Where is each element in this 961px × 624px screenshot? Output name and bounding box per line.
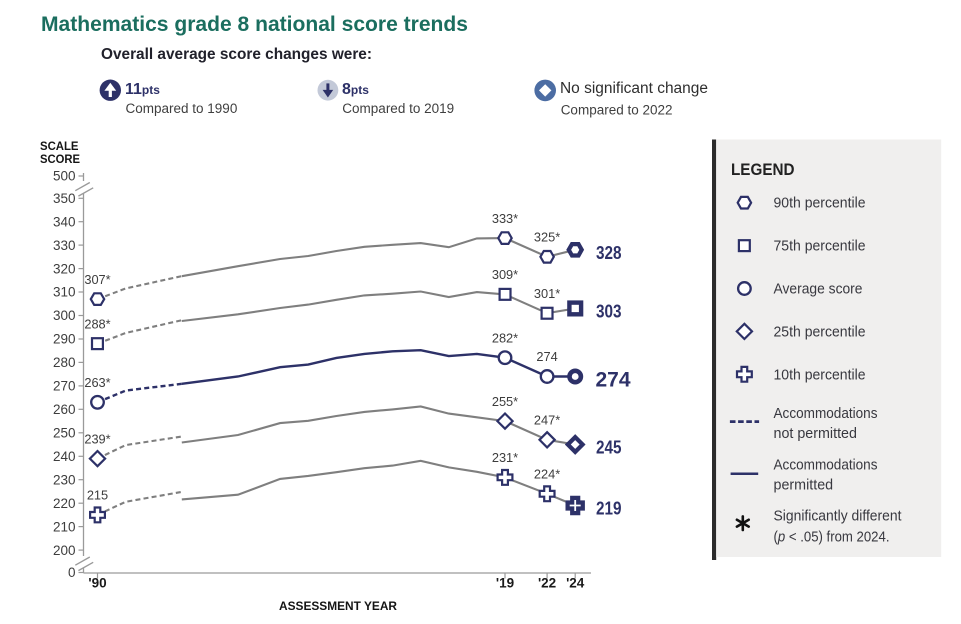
- svg-text:25th percentile: 25th percentile: [774, 324, 866, 340]
- svg-text:307*: 307*: [84, 272, 110, 287]
- svg-text:permitted: permitted: [774, 477, 834, 493]
- svg-text:ASSESSMENT YEAR: ASSESSMENT YEAR: [279, 599, 397, 613]
- svg-text:290: 290: [53, 332, 76, 347]
- svg-text:Significantly different: Significantly different: [774, 509, 902, 525]
- svg-text:not permitted: not permitted: [774, 426, 857, 442]
- svg-text:220: 220: [53, 496, 76, 511]
- svg-text:300: 300: [53, 308, 76, 323]
- svg-text:301*: 301*: [534, 286, 560, 301]
- svg-text:328: 328: [596, 243, 622, 263]
- svg-text:282*: 282*: [492, 330, 518, 345]
- svg-text:11pts: 11pts: [125, 81, 160, 98]
- svg-text:230: 230: [53, 472, 76, 487]
- svg-text:Compared to 1990: Compared to 1990: [126, 101, 238, 116]
- svg-text:LEGEND: LEGEND: [731, 160, 795, 179]
- svg-text:255*: 255*: [492, 394, 518, 409]
- svg-text:288*: 288*: [84, 316, 110, 331]
- svg-text:224*: 224*: [534, 467, 560, 482]
- svg-text:Compared to 2019: Compared to 2019: [342, 101, 454, 116]
- svg-text:'22: '22: [538, 575, 556, 590]
- svg-text:239*: 239*: [84, 431, 110, 446]
- svg-text:75th percentile: 75th percentile: [774, 239, 866, 255]
- svg-text:250: 250: [53, 426, 76, 441]
- svg-text:310: 310: [53, 285, 76, 300]
- svg-text:Mathematics grade 8 national s: Mathematics grade 8 national score trend…: [41, 12, 468, 36]
- svg-text:SCORE: SCORE: [40, 152, 80, 166]
- svg-text:240: 240: [53, 449, 76, 464]
- svg-text:'24: '24: [566, 575, 585, 590]
- svg-text:280: 280: [53, 355, 76, 370]
- svg-text:320: 320: [53, 261, 76, 276]
- svg-text:210: 210: [53, 519, 76, 534]
- svg-text:200: 200: [53, 543, 76, 558]
- svg-text:'90: '90: [88, 575, 106, 590]
- svg-text:303: 303: [596, 302, 622, 322]
- svg-text:Accommodations: Accommodations: [774, 457, 878, 473]
- svg-text:Accommodations: Accommodations: [774, 406, 878, 422]
- svg-text:500: 500: [53, 169, 76, 184]
- svg-text:SCALE: SCALE: [40, 139, 79, 153]
- svg-text:231*: 231*: [492, 450, 518, 465]
- svg-text:Compared to 2022: Compared to 2022: [561, 103, 673, 118]
- svg-text:Overall average score changes: Overall average score changes were:: [101, 46, 372, 63]
- svg-text:309*: 309*: [492, 267, 518, 282]
- svg-text:215: 215: [87, 488, 108, 503]
- svg-text:274: 274: [596, 369, 631, 392]
- svg-text:10th percentile: 10th percentile: [774, 367, 866, 383]
- svg-text:263*: 263*: [84, 375, 110, 390]
- svg-text:274: 274: [536, 349, 557, 364]
- svg-text:260: 260: [53, 402, 76, 417]
- svg-text:333*: 333*: [492, 211, 518, 226]
- svg-text:325*: 325*: [534, 230, 560, 245]
- svg-text:Average score: Average score: [774, 282, 863, 298]
- svg-text:330: 330: [53, 238, 76, 253]
- svg-text:90th percentile: 90th percentile: [774, 196, 866, 212]
- svg-text:No significant change: No significant change: [560, 80, 708, 97]
- svg-text:270: 270: [53, 379, 76, 394]
- svg-text:'19: '19: [496, 575, 514, 590]
- svg-text:350: 350: [53, 191, 76, 206]
- svg-text:247*: 247*: [534, 413, 560, 428]
- svg-text:340: 340: [53, 214, 76, 229]
- svg-text:219: 219: [596, 499, 622, 519]
- svg-text:(p < .05) from 2024.: (p < .05) from 2024.: [774, 529, 890, 545]
- svg-text:0: 0: [68, 565, 76, 580]
- svg-text:245: 245: [596, 438, 622, 458]
- svg-text:8pts: 8pts: [342, 81, 369, 98]
